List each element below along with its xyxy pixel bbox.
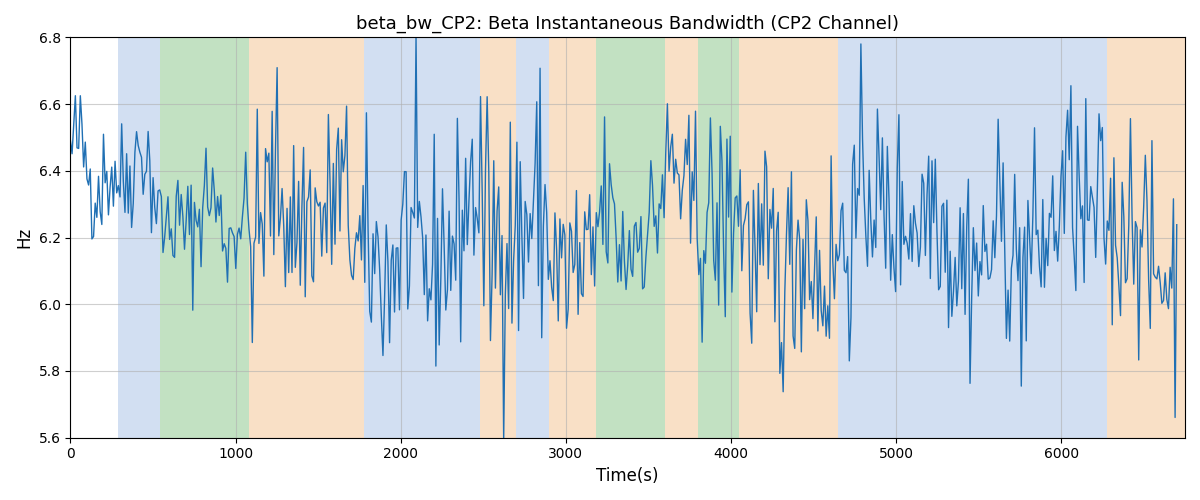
X-axis label: Time(s): Time(s) bbox=[596, 467, 659, 485]
Bar bbox=[365, 38, 480, 438]
Bar bbox=[698, 38, 739, 438]
Bar bbox=[160, 38, 248, 438]
Bar bbox=[248, 38, 365, 438]
Bar bbox=[739, 38, 839, 438]
Bar bbox=[595, 38, 665, 438]
Bar bbox=[839, 38, 1108, 438]
Bar bbox=[550, 38, 595, 438]
Bar bbox=[516, 38, 550, 438]
Bar bbox=[1108, 38, 1186, 438]
Bar bbox=[480, 38, 516, 438]
Title: beta_bw_CP2: Beta Instantaneous Bandwidth (CP2 Channel): beta_bw_CP2: Beta Instantaneous Bandwidt… bbox=[356, 15, 899, 34]
Bar bbox=[119, 38, 160, 438]
Y-axis label: Hz: Hz bbox=[14, 227, 32, 248]
Bar bbox=[665, 38, 698, 438]
